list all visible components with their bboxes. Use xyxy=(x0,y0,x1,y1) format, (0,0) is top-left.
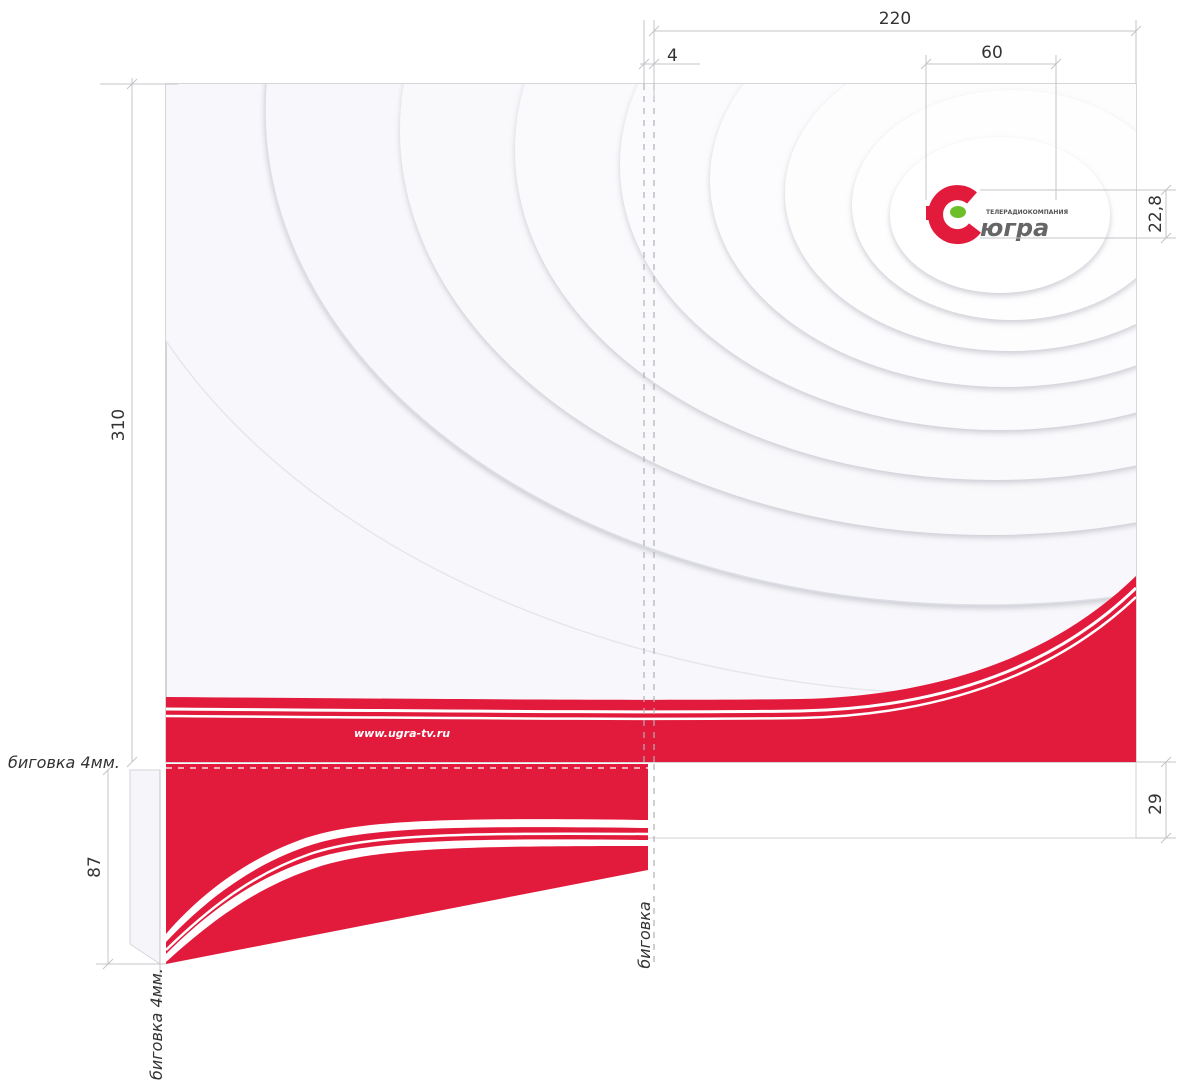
dim-logo-width: 60 xyxy=(981,43,1003,63)
dim-total-height: 310 xyxy=(109,409,129,441)
website-url: www.ugra-tv.ru xyxy=(354,727,450,740)
dim-logo-height: 22,8 xyxy=(1146,195,1166,233)
crease-label-left: биговка 4мм. xyxy=(147,968,166,1080)
pocket-area xyxy=(648,762,1136,838)
dim-flap-height: 87 xyxy=(85,856,105,878)
main-panel: www.ugra-tv.ru xyxy=(85,0,1184,762)
logo-green-dot xyxy=(950,206,966,218)
crease-label-middle: биговка xyxy=(635,901,654,968)
crease-label-top: биговка 4мм. xyxy=(8,753,120,772)
dim-spine: 4 xyxy=(667,46,678,66)
dim-pocket-height: 29 xyxy=(1146,793,1166,815)
bottom-flap xyxy=(130,764,648,964)
dim-total-width: 220 xyxy=(879,9,911,29)
